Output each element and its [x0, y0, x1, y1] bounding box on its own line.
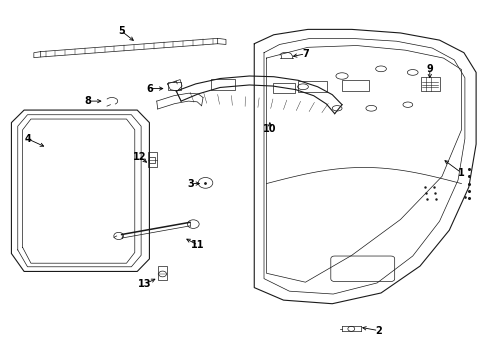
- Bar: [148, 152, 157, 167]
- Text: 5: 5: [118, 26, 125, 36]
- Bar: [149, 157, 155, 163]
- Text: 3: 3: [187, 179, 194, 189]
- Bar: [420, 77, 439, 91]
- Text: 1: 1: [457, 168, 464, 178]
- Text: 7: 7: [302, 49, 308, 59]
- Text: 10: 10: [263, 124, 276, 134]
- Text: 11: 11: [191, 240, 204, 250]
- Bar: [298, 81, 327, 92]
- Bar: [272, 83, 294, 93]
- Bar: [211, 79, 234, 90]
- Text: 9: 9: [426, 64, 432, 74]
- Bar: [341, 80, 368, 91]
- Text: 13: 13: [138, 279, 151, 289]
- Bar: [158, 266, 167, 280]
- Text: 8: 8: [84, 96, 91, 106]
- Text: 12: 12: [133, 152, 146, 162]
- Text: 2: 2: [374, 325, 381, 336]
- Bar: [168, 82, 181, 90]
- Text: 6: 6: [146, 84, 152, 94]
- Text: 4: 4: [24, 134, 31, 144]
